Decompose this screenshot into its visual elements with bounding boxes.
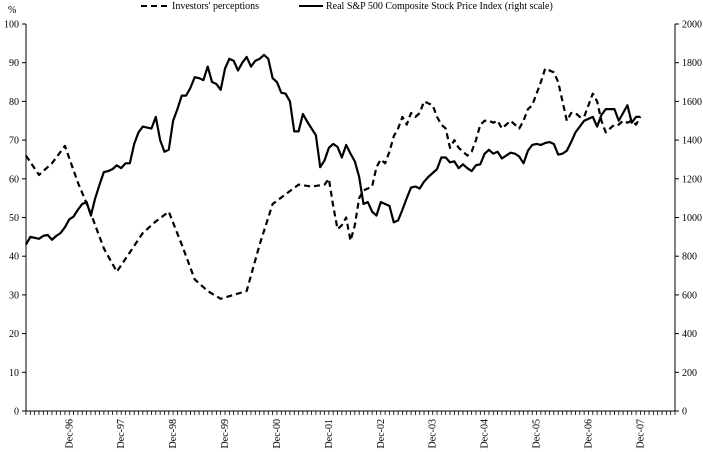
right-axis-tick-label: 1400 <box>682 136 702 147</box>
right-axis-tick-label: 200 <box>682 368 697 379</box>
left-axis-tick-label: 40 <box>9 252 19 263</box>
x-axis-tick-label: Dec-00 <box>272 419 283 448</box>
series-line-real-sp500 <box>25 53 641 246</box>
series-lines <box>25 53 642 300</box>
right-axis-tick-label: 1800 <box>682 58 702 69</box>
legend: Investors' perceptions Real S&P 500 Comp… <box>141 1 553 12</box>
x-axis-tick-label: Dec-97 <box>116 419 127 448</box>
left-axis-unit-label: % <box>8 5 16 16</box>
left-axis-tick-label: 60 <box>9 174 19 185</box>
left-axis-tick-label: 70 <box>9 136 19 147</box>
x-axis-tick-label: Dec-04 <box>480 419 491 448</box>
right-axis-tick-label: 2000 <box>682 20 702 31</box>
x-axis-tick-label: Dec-99 <box>220 419 231 448</box>
right-axis-tick-label: 400 <box>682 329 697 340</box>
x-axis-tick-label: Dec-98 <box>168 419 179 448</box>
x-axis-tick-label: Dec-07 <box>635 419 646 448</box>
left-axis-tick-label: 80 <box>9 97 19 108</box>
right-axis-tick-label: 0 <box>682 407 687 418</box>
x-axis-tick-label: Dec-06 <box>583 419 594 448</box>
x-axis-tick-label: Dec-05 <box>532 419 543 448</box>
left-axis-tick-label: 0 <box>14 407 19 418</box>
left-axis-tick-label: 90 <box>9 58 19 69</box>
legend-label-investors-perceptions: Investors' perceptions <box>172 1 259 12</box>
right-axis-tick-label: 1600 <box>682 97 702 108</box>
x-axis-tick-label: Dec-02 <box>376 419 387 448</box>
axes <box>25 24 676 412</box>
left-axis-tick-label: 10 <box>9 368 19 379</box>
left-axis-tick-label: 20 <box>9 329 19 340</box>
series-line-investors-perceptions <box>25 67 642 300</box>
legend-label-real-sp500: Real S&P 500 Composite Stock Price Index… <box>326 1 553 12</box>
axis-ticks: 0102030405060708090100020040060080010001… <box>4 20 702 449</box>
right-axis-tick-label: 1000 <box>682 213 702 224</box>
right-axis-tick-label: 800 <box>682 252 697 263</box>
left-axis-tick-label: 100 <box>4 20 19 31</box>
left-axis-tick-label: 30 <box>9 290 19 301</box>
x-axis-tick-label: Dec-01 <box>324 419 335 448</box>
left-axis-tick-label: 50 <box>9 213 19 224</box>
right-axis-tick-label: 600 <box>682 290 697 301</box>
x-axis-tick-label: Dec-96 <box>64 419 75 448</box>
right-axis-tick-label: 1200 <box>682 174 702 185</box>
x-axis-tick-label: Dec-03 <box>428 419 439 448</box>
